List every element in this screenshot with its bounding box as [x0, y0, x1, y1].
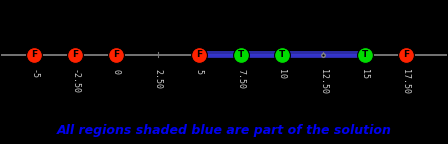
Text: 5: 5: [195, 69, 204, 74]
Text: T: T: [279, 50, 285, 59]
Point: [30, 53, 37, 56]
Point: [72, 53, 79, 56]
Point: [113, 53, 120, 56]
Text: 2.50: 2.50: [153, 69, 162, 89]
Point: [237, 53, 244, 56]
Text: F: F: [196, 50, 202, 59]
Text: 12.50: 12.50: [319, 69, 328, 94]
Point: [196, 53, 203, 56]
Text: All regions shaded blue are part of the solution: All regions shaded blue are part of the …: [56, 124, 392, 137]
Text: F: F: [72, 50, 78, 59]
Text: F: F: [403, 50, 409, 59]
Point: [361, 53, 368, 56]
Text: F: F: [113, 50, 120, 59]
Text: 0: 0: [112, 69, 121, 74]
Text: 17.50: 17.50: [401, 69, 410, 94]
Text: T: T: [237, 50, 244, 59]
Text: 10: 10: [277, 69, 286, 79]
Text: T: T: [362, 50, 368, 59]
FancyBboxPatch shape: [199, 51, 365, 58]
Point: [402, 53, 409, 56]
Text: 15: 15: [360, 69, 369, 79]
Text: 7.50: 7.50: [236, 69, 245, 89]
Point: [278, 53, 285, 56]
Text: F: F: [31, 50, 37, 59]
Text: -2.50: -2.50: [71, 69, 80, 94]
Text: -5: -5: [29, 69, 38, 79]
